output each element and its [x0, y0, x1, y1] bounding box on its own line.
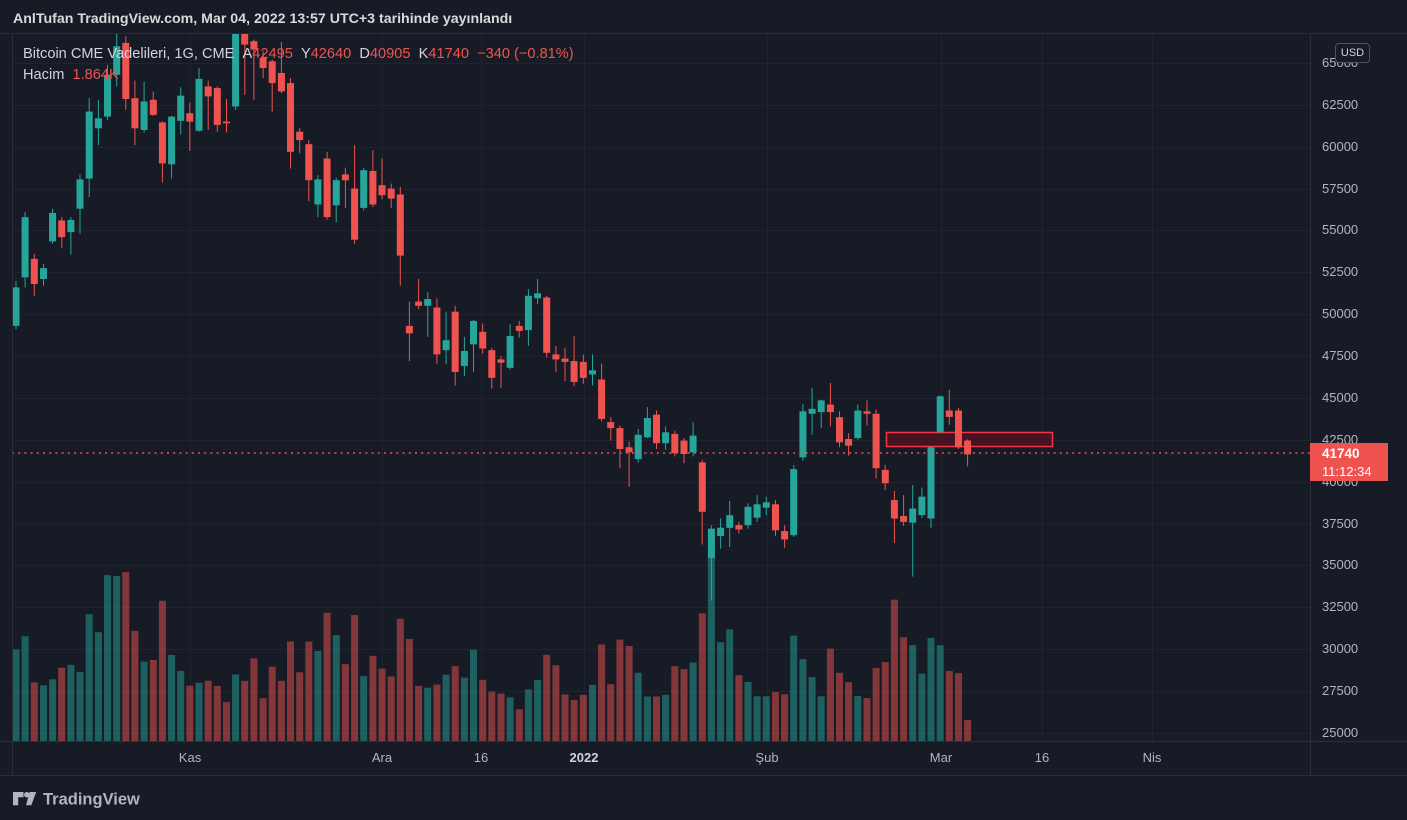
svg-text:TradingView: TradingView [43, 791, 140, 809]
